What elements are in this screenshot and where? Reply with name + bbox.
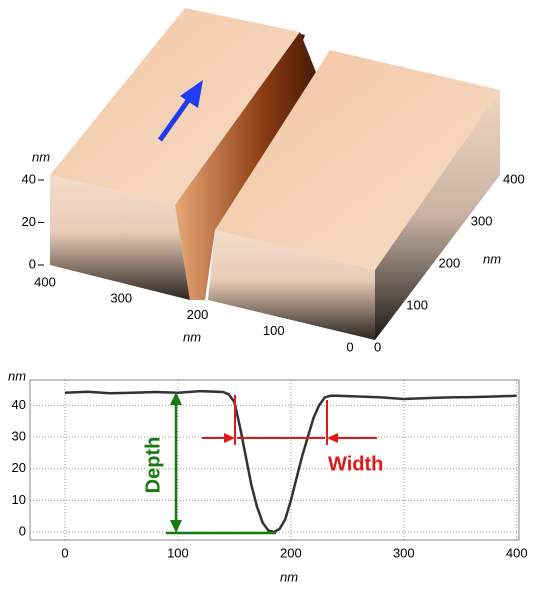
y-tick-label: 300 <box>471 213 493 228</box>
x-tick-label: 200 <box>280 545 302 560</box>
x-tick-label: 200 <box>187 307 209 322</box>
y-tick-label: 30 <box>12 428 26 443</box>
x-tick-label: 300 <box>393 545 415 560</box>
figure: nm nm nm 0204040030020010000100200300400… <box>0 0 535 589</box>
y-axis-label: nm <box>483 251 501 266</box>
annotations: Depth Width <box>142 392 383 533</box>
width-label: Width <box>328 453 383 475</box>
width-arrow-head <box>224 433 235 443</box>
x-tick-label: 100 <box>263 323 285 338</box>
x-tick-label: 100 <box>167 545 189 560</box>
y-tick-label: 0 <box>19 524 26 539</box>
plot-frame <box>30 380 519 540</box>
x-axis-label: nm <box>183 329 201 344</box>
y-tick-label: 200 <box>439 255 461 270</box>
x-tick-label: 300 <box>110 291 132 306</box>
x-tick-label: 0 <box>346 339 353 354</box>
y-tick-label: 0 <box>374 339 381 354</box>
z-axis-label: nm <box>32 149 50 164</box>
depth-label: Depth <box>142 437 164 494</box>
width-arrow-head <box>327 433 338 443</box>
x-tick-label: 400 <box>34 274 56 289</box>
page: {"chart_data": [ {"type": "surface3d", "… <box>0 0 535 589</box>
z-tick-label: 40 <box>22 171 36 186</box>
x-axis-label: nm <box>280 569 298 584</box>
x-tick-label: 0 <box>61 545 68 560</box>
z-tick-label: 0 <box>29 256 36 271</box>
z-tick-label: 20 <box>22 214 36 229</box>
y-tick-label: 10 <box>12 492 26 507</box>
y-tick-label: 400 <box>503 171 525 186</box>
y-tick-label: 40 <box>12 397 26 412</box>
depth-arrow-head <box>170 392 182 405</box>
x-tick-label: 400 <box>506 545 528 560</box>
y-axis-label: nm <box>8 368 26 383</box>
depth-arrow-head <box>170 520 182 533</box>
y-tick-label: 20 <box>12 460 26 475</box>
y-tick-label: 100 <box>406 297 428 312</box>
